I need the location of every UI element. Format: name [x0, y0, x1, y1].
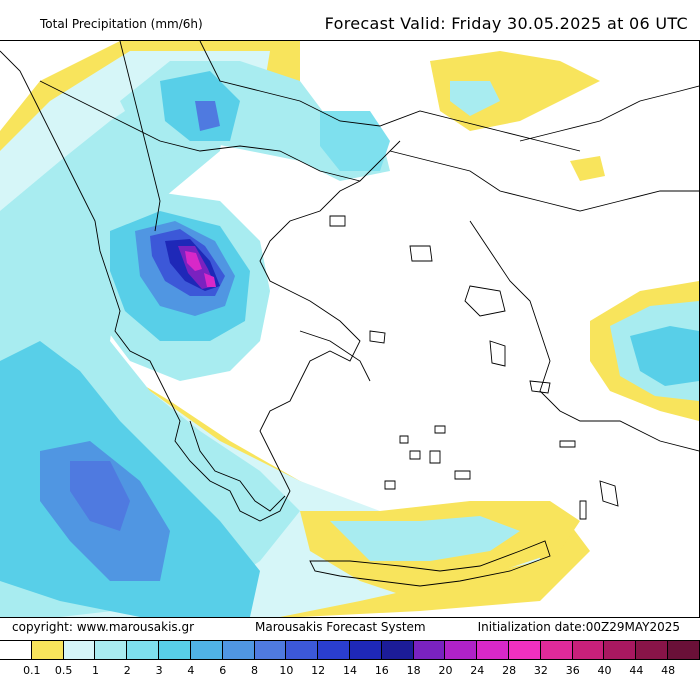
precip-zone-blue-north — [195, 101, 220, 131]
legend-swatch — [540, 641, 573, 659]
precip-zone-cyan-northeast — [320, 111, 390, 171]
legend-swatch — [604, 641, 637, 659]
coast-euboea — [299, 330, 371, 382]
island-kos — [559, 440, 576, 448]
island-lesvos — [464, 285, 506, 317]
precip-zone-magenta-core — [185, 251, 202, 271]
legend-tick-label: 16 — [374, 664, 389, 677]
legend-tick-label: 3 — [155, 664, 163, 677]
precip-zone-deepblue-west — [70, 461, 130, 531]
precip-zone-cyan-northeast-2 — [450, 81, 500, 116]
island-paros — [409, 450, 421, 460]
precip-zone-magenta-core-2 — [204, 273, 216, 287]
island-cyclades-1 — [384, 480, 396, 490]
legend-swatch — [286, 641, 319, 659]
legend-swatch — [318, 641, 350, 659]
legend-swatch — [127, 641, 160, 659]
initialization-date: Initialization date:00Z29MAY2025 — [477, 620, 680, 634]
island-rhodes — [599, 480, 619, 507]
footer: copyright: www.marousakis.gr Marousakis … — [0, 617, 700, 700]
precipitation-map[interactable] — [0, 40, 700, 618]
island-skyros — [369, 330, 386, 344]
coastlines — [0, 41, 699, 587]
coast-crete — [309, 540, 551, 587]
legend-swatch — [668, 641, 700, 659]
legend-swatch — [31, 641, 64, 659]
coast-peloponnese — [189, 420, 286, 512]
legend-tick-label: 48 — [661, 664, 676, 677]
legend-tick-label: 14 — [343, 664, 357, 677]
legend-tick-label: 10 — [279, 664, 294, 677]
island-mykonos — [434, 425, 446, 434]
precip-zone-blue-east — [630, 326, 699, 386]
border-balkan — [119, 41, 161, 232]
legend-swatch — [0, 641, 32, 659]
legend-swatch — [254, 641, 287, 659]
legend-tick-label: 0.5 — [54, 664, 73, 677]
legend-tick-label: 6 — [219, 664, 227, 677]
legend-tick-label: 2 — [123, 664, 131, 677]
legend-tick-label: 40 — [597, 664, 612, 677]
legend-tick-label: 18 — [406, 664, 421, 677]
legend-swatch — [95, 641, 128, 659]
island-chios — [489, 340, 506, 367]
legend-swatch — [572, 641, 605, 659]
legend-tick-label: 0.1 — [23, 664, 41, 677]
legend-tick-label: 4 — [187, 664, 195, 677]
island-karpathos — [579, 500, 587, 520]
legend-tick-label: 24 — [470, 664, 485, 677]
island-naxos — [429, 450, 441, 464]
legend-ticks: 0.1 0.5 1 2 3 4 6 8 10 12 14 16 18 20 24 28 32 36 40 44 48 — [0, 664, 700, 680]
color-legend — [0, 640, 700, 660]
legend-tick-label: 8 — [251, 664, 259, 677]
coastline-bosporus — [519, 85, 699, 142]
product-title: Total Precipitation (mm/6h) — [40, 17, 203, 31]
legend-swatch — [63, 641, 96, 659]
coastline-turkey — [389, 150, 699, 212]
border-north — [39, 80, 361, 182]
header: Total Precipitation (mm/6h) Forecast Val… — [0, 0, 700, 40]
system-name: Marousakis Forecast System — [255, 620, 426, 634]
legend-swatch — [349, 641, 382, 659]
legend-tick-label: 36 — [565, 664, 580, 677]
coastline-balkan-west — [0, 50, 401, 522]
legend-tick-label: 28 — [502, 664, 517, 677]
legend-swatch — [381, 641, 414, 659]
precip-zone-yellow-east-spot — [570, 156, 605, 181]
legend-tick-label: 32 — [533, 664, 548, 677]
copyright-text: copyright: www.marousakis.gr — [12, 620, 195, 634]
legend-swatch — [477, 641, 509, 659]
legend-swatch — [509, 641, 541, 659]
legend-tick-label: 1 — [91, 664, 99, 677]
legend-swatch — [445, 641, 478, 659]
legend-swatch — [636, 641, 669, 659]
island-cyclades-3 — [399, 435, 409, 444]
map-canvas — [0, 41, 699, 617]
legend-swatch — [222, 641, 255, 659]
island-cyclades-2 — [454, 470, 471, 480]
island-samos — [529, 380, 551, 394]
island-lemnos — [409, 245, 433, 262]
forecast-valid-time: Forecast Valid: Friday 30.05.2025 at 06 … — [324, 14, 688, 33]
legend-tick-label: 20 — [438, 664, 453, 677]
legend-tick-label: 44 — [629, 664, 644, 677]
coastline-turkey-west — [469, 220, 699, 452]
legend-swatch — [413, 641, 446, 659]
precip-field — [0, 41, 699, 617]
precip-zone-cyan-crete — [330, 516, 520, 561]
border-bulgaria — [199, 41, 581, 152]
legend-tick-label: 12 — [311, 664, 326, 677]
legend-swatch — [159, 641, 191, 659]
island-thasos — [329, 215, 346, 227]
legend-swatch — [190, 641, 223, 659]
